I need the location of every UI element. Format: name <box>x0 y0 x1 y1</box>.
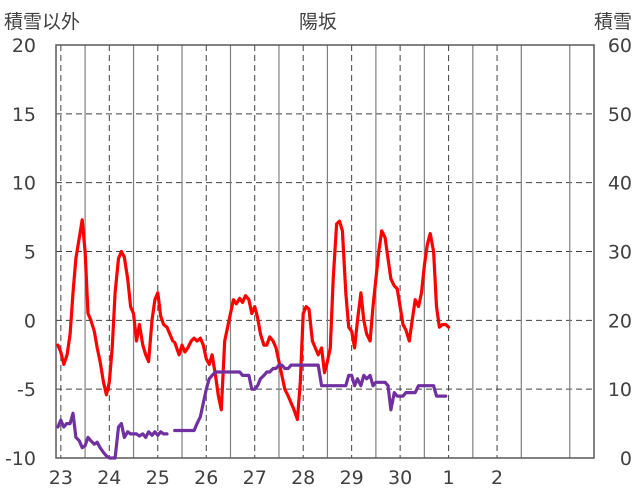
right-axis-tick-label: 20 <box>608 310 632 332</box>
x-axis-tick-label: 29 <box>340 467 364 489</box>
right-axis-tick-label: 10 <box>608 379 632 401</box>
left-axis-tick-label: 5 <box>24 242 36 264</box>
right-axis-tick-label: 50 <box>608 104 632 126</box>
x-axis-tick-label: 30 <box>388 467 412 489</box>
x-axis-tick-label: 26 <box>194 467 218 489</box>
left-axis-title: 積雪以外 <box>4 11 80 33</box>
x-axis-tick-label: 23 <box>49 467 73 489</box>
series-lines <box>56 218 451 460</box>
left-axis-tick-label: 20 <box>12 35 36 57</box>
x-axis-tick-label: 25 <box>146 467 170 489</box>
x-axis-tick-label: 1 <box>443 467 455 489</box>
left-axis-tick-label: 15 <box>12 104 36 126</box>
left-axis-tick-label: 0 <box>24 310 36 332</box>
series-line-2 <box>173 363 448 433</box>
right-axis-tick-label: 0 <box>620 448 632 470</box>
plot-area-border <box>55 44 595 459</box>
right-axis-title: 積雪 <box>594 11 632 33</box>
right-axis-tick-label: 40 <box>608 173 632 195</box>
left-axis-tick-label: 10 <box>12 173 36 195</box>
left-axis-tick-label: -5 <box>17 379 36 401</box>
series-line-1 <box>56 218 175 397</box>
grid-lines <box>56 45 594 458</box>
right-axis-tick-label: 30 <box>608 242 632 264</box>
series-line-1 <box>173 219 451 422</box>
chart-title: 陽坂 <box>299 11 337 33</box>
right-axis-tick-label: 60 <box>608 35 632 57</box>
series-line-2 <box>56 411 169 460</box>
axis-tick-labels: -10 -5 0 5 10 15 20 0 10 20 30 40 50 60 23 24 25 26 27 28 29… <box>5 35 632 489</box>
x-axis-tick-label: 24 <box>97 467 121 489</box>
x-axis-tick-label: 27 <box>243 467 267 489</box>
x-axis-tick-label: 2 <box>491 467 503 489</box>
left-axis-tick-label: -10 <box>5 448 36 470</box>
x-axis-tick-label: 28 <box>291 467 315 489</box>
